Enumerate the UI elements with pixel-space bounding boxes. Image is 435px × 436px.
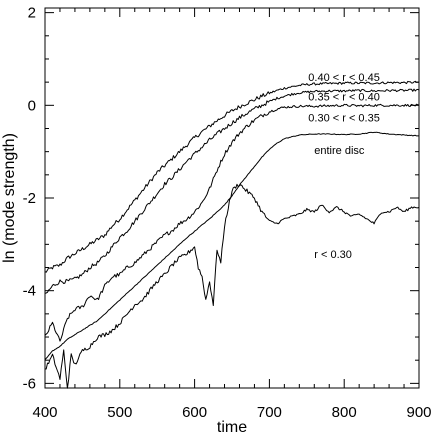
y-axis-label: ln (mode strength) xyxy=(1,133,18,263)
x-tick-label: 700 xyxy=(257,404,282,421)
y-tick-label: -4 xyxy=(23,283,36,300)
x-tick-label: 400 xyxy=(32,404,57,421)
axis-ticks xyxy=(44,8,420,388)
y-tick-label: 0 xyxy=(28,97,36,114)
x-tick-label: 500 xyxy=(107,404,132,421)
y-tick-label: 2 xyxy=(28,5,36,22)
series-annotations: 0.40 < r < 0.45 0.35 < r < 0.40 0.30 < r <… xyxy=(308,72,380,261)
x-tick-label: 900 xyxy=(406,404,431,421)
annotation-4: r < 0.30 xyxy=(314,249,352,261)
annotation-0: 0.40 < r < 0.45 xyxy=(308,72,380,84)
axis-tick-labels: 400 500 600 700 800 900 -6 -4 -2 0 2 xyxy=(23,5,432,421)
plot-frame xyxy=(44,7,420,389)
y-tick-label: -2 xyxy=(23,190,36,207)
annotation-2: 0.30 < r < 0.35 xyxy=(308,113,380,125)
annotation-1: 0.35 < r < 0.40 xyxy=(308,92,380,104)
series-line-0 xyxy=(44,80,420,273)
series-line-1 xyxy=(44,88,420,294)
x-tick-label: 600 xyxy=(182,404,207,421)
y-tick-label: -6 xyxy=(23,375,36,392)
x-axis-label: time xyxy=(217,419,247,436)
series-line-4 xyxy=(45,183,420,389)
x-tick-label: 800 xyxy=(332,404,357,421)
annotation-3: entire disc xyxy=(314,145,365,157)
series-line-3 xyxy=(44,131,419,361)
series-line-2 xyxy=(44,103,420,342)
plot-series xyxy=(44,80,420,389)
